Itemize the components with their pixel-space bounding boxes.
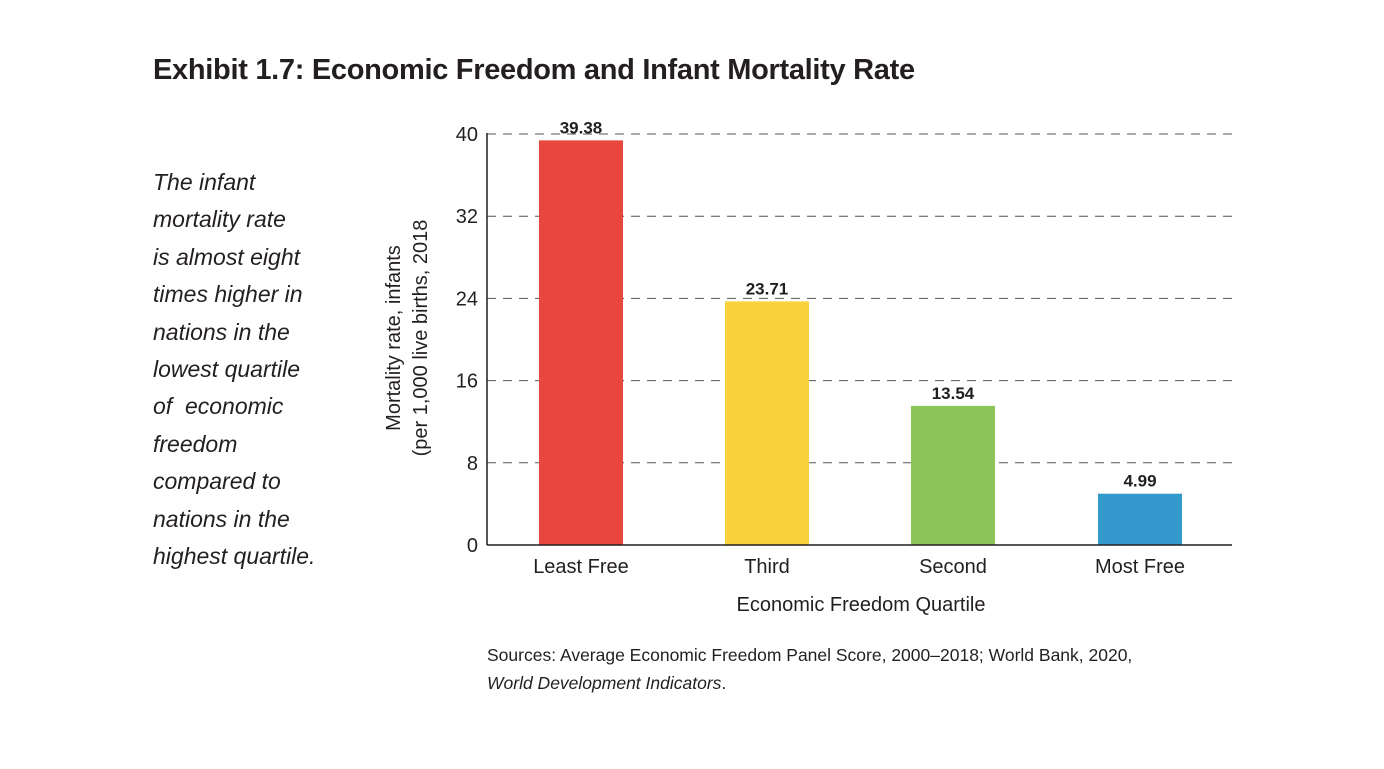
bar-value-label: 4.99 <box>1123 472 1156 491</box>
bar-value-label: 13.54 <box>932 384 975 403</box>
sidebar-line: nations in the <box>153 505 290 532</box>
x-category-label: Second <box>919 556 987 578</box>
sidebar-line: is almost eight <box>153 243 301 270</box>
sidebar-line: of economic <box>153 393 284 420</box>
source-note: Sources: Average Economic Freedom Panel … <box>487 641 1132 697</box>
y-tick-label: 40 <box>456 124 478 146</box>
sidebar-line: freedom <box>153 430 238 457</box>
y-tick-label: 16 <box>456 371 478 393</box>
y-tick-label: 0 <box>467 535 478 557</box>
sidebar-line: compared to <box>153 468 281 495</box>
y-tick-label: 32 <box>456 206 478 228</box>
bar-third <box>725 301 809 545</box>
y-axis-label-line2: (per 1,000 live births, 2018 <box>410 220 432 457</box>
chart-title: Exhibit 1.7: Economic Freedom and Infant… <box>153 54 915 86</box>
source-text: Sources: Average Economic Freedom Panel … <box>487 645 1133 665</box>
y-tick-label: 24 <box>456 288 478 310</box>
bar-most-free <box>1098 493 1182 545</box>
gridlines <box>487 133 1232 464</box>
sidebar-line: highest quartile. <box>153 543 316 570</box>
bar-second <box>911 405 995 545</box>
x-category-label: Least Free <box>533 556 629 578</box>
sidebar-line: The infant <box>153 169 256 195</box>
x-category-label: Most Free <box>1095 556 1185 578</box>
source-italic: World Development Indicators <box>487 673 722 693</box>
source-end: . <box>721 673 727 693</box>
y-axis-label-line1: Mortality rate, infants <box>383 245 405 431</box>
bars: 39.38 23.71 13.54 4.99 <box>539 118 1182 546</box>
bar-value-label: 39.38 <box>560 118 603 137</box>
sidebar-line: mortality rate <box>153 206 286 233</box>
y-tick-label: 8 <box>467 453 478 475</box>
bar-value-label: 23.71 <box>746 279 789 298</box>
sidebar-line: lowest quartile <box>153 356 301 383</box>
x-category-label: Third <box>744 556 790 578</box>
sidebar-line: nations in the <box>153 318 290 345</box>
bar-least-free <box>539 140 623 546</box>
sidebar-note: The infant mortality rate is almost eight t… <box>153 164 315 575</box>
x-categories: Least Free Third Second Most Free <box>533 556 1185 578</box>
y-ticks: 0 8 16 24 32 40 <box>456 124 478 557</box>
x-axis-label: Economic Freedom Quartile <box>737 594 986 616</box>
sidebar-line: times higher in <box>153 281 303 308</box>
